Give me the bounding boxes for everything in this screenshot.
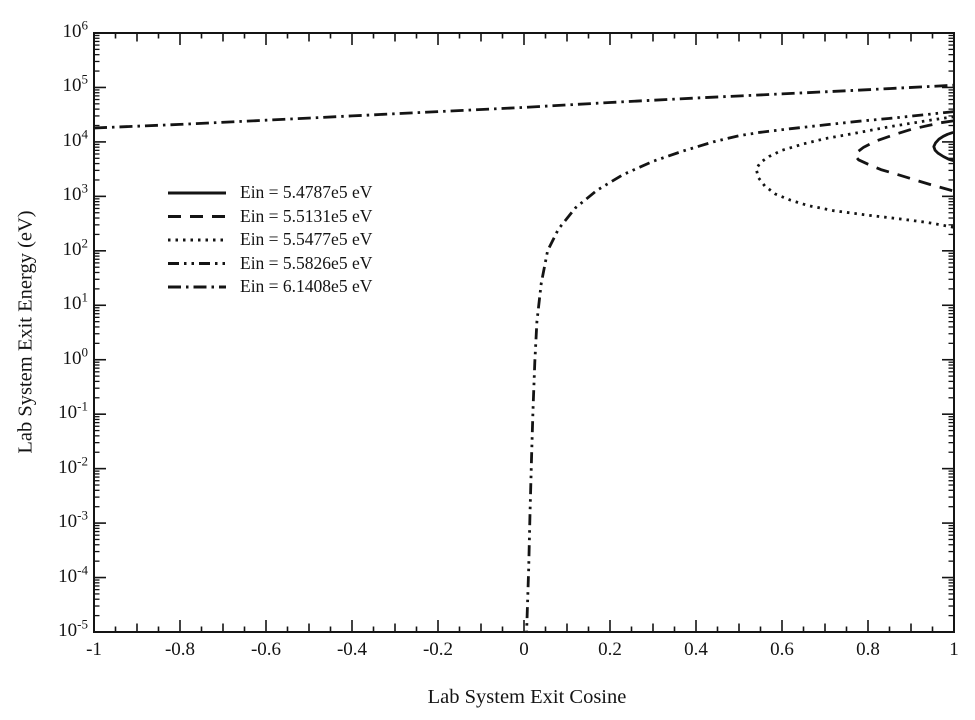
- y-tick-exponent: -4: [77, 562, 88, 578]
- y-tick-label: 10-3: [22, 507, 88, 534]
- x-tick-label: -0.8: [164, 639, 196, 660]
- y-tick-exponent: -5: [77, 616, 88, 632]
- y-tick-label: 10-4: [22, 562, 88, 589]
- y-tick-base: 10: [58, 402, 78, 424]
- y-tick-exponent: 6: [81, 17, 89, 33]
- y-tick-label: 10-2: [22, 453, 88, 480]
- y-tick-exponent: -3: [77, 507, 88, 523]
- x-tick-label: -0.6: [250, 639, 282, 660]
- y-tick-base: 10: [58, 620, 78, 641]
- y-tick-base: 10: [62, 75, 82, 97]
- y-axis-title: Lab System Exit Energy (eV): [14, 210, 37, 454]
- y-tick-exponent: -2: [77, 453, 88, 469]
- y-tick-label: 104: [22, 126, 89, 153]
- y-tick-label: 102: [22, 235, 89, 262]
- y-tick-base: 10: [62, 238, 82, 260]
- legend-label: Ein = 5.4787e5 eV: [240, 182, 373, 202]
- curve-dashed: [853, 119, 955, 193]
- y-tick-label: 10-5: [22, 616, 88, 643]
- y-tick-base: 10: [58, 456, 78, 478]
- y-tick-exponent: 4: [81, 126, 89, 142]
- curve-dotted: [754, 115, 955, 229]
- y-tick-label: 105: [22, 72, 89, 98]
- x-tick-label: 0.8: [856, 639, 880, 660]
- y-tick-base: 10: [62, 129, 82, 151]
- x-tick-label: -0.4: [336, 639, 368, 660]
- y-tick-base: 10: [62, 347, 82, 369]
- y-tick-exponent: 3: [81, 181, 89, 197]
- curve-dash-dot-dot: [525, 110, 955, 633]
- y-tick-exponent: 1: [81, 289, 89, 305]
- x-tick-label: 0.6: [770, 639, 794, 660]
- y-tick-label: 103: [22, 181, 89, 207]
- y-tick-base: 10: [58, 511, 78, 533]
- x-tick-label: -0.2: [422, 639, 454, 660]
- y-tick-exponent: 2: [81, 235, 89, 251]
- x-axis-title: Lab System Exit Cosine: [427, 686, 627, 708]
- y-tick-label: 10-1: [22, 398, 88, 425]
- y-tick-base: 10: [58, 565, 78, 587]
- curve-solid: [932, 130, 955, 163]
- legend-label: Ein = 6.1408e5 eV: [240, 276, 373, 296]
- legend-label: Ein = 5.5131e5 eV: [240, 205, 373, 226]
- curve-dash-dot: [93, 83, 955, 130]
- y-tick-base: 10: [62, 293, 82, 315]
- y-tick-label: 106: [22, 17, 89, 44]
- x-tick-label: -1: [86, 639, 102, 660]
- y-tick-exponent: -1: [77, 398, 88, 414]
- y-tick-exponent: 0: [81, 344, 89, 360]
- y-tick-base: 10: [62, 21, 82, 42]
- x-tick-label: 0.4: [684, 639, 708, 660]
- y-tick-label: 100: [22, 344, 89, 371]
- x-tick-label: 1: [949, 639, 959, 660]
- legend-label: Ein = 5.5826e5 eV: [240, 252, 373, 273]
- legend-label: Ein = 5.5477e5 eV: [240, 229, 373, 249]
- x-tick-label: 0: [519, 639, 529, 660]
- y-tick-base: 10: [62, 184, 82, 206]
- x-tick-label: 0.2: [598, 639, 622, 660]
- y-tick-label: 101: [22, 289, 89, 316]
- y-tick-exponent: 5: [81, 72, 89, 88]
